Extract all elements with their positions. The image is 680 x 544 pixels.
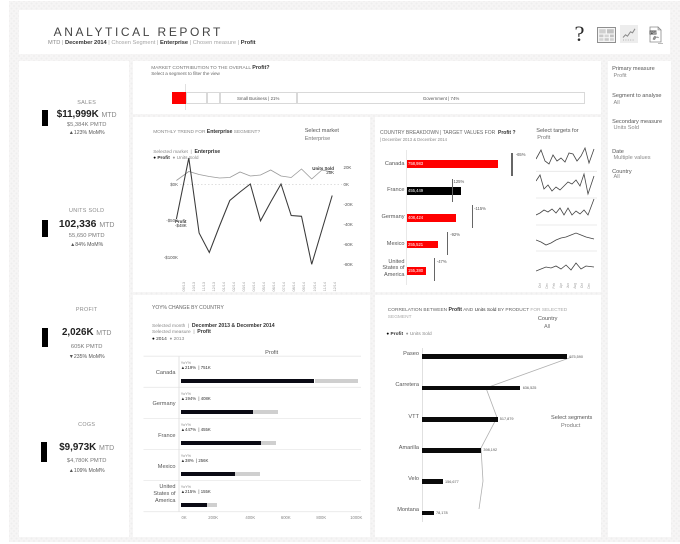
svg-text:PDF: PDF	[650, 31, 658, 35]
